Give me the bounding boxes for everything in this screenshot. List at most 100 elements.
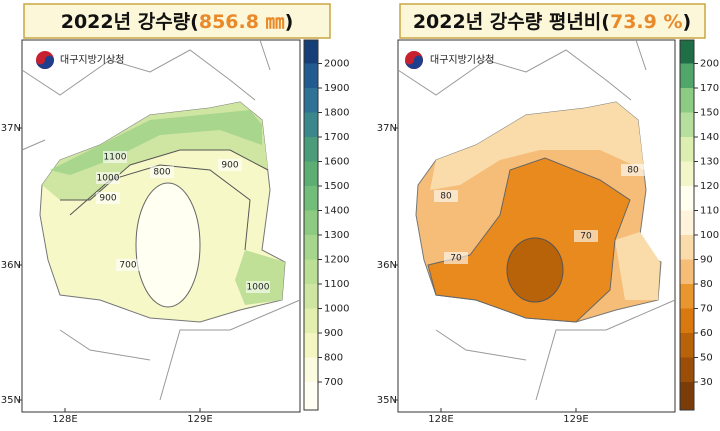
contour-label-bg xyxy=(116,259,140,271)
title-text: ) xyxy=(285,11,294,33)
colorbar-label: 170 xyxy=(700,83,719,94)
contour-label-bg xyxy=(150,166,174,178)
contour-label: 700 xyxy=(119,261,136,271)
colorbar-band xyxy=(304,235,318,260)
title-value: 73.9 % xyxy=(610,11,683,33)
colorbar-band xyxy=(304,357,318,382)
contour-label: 1000 xyxy=(97,174,120,184)
colorbar-band xyxy=(680,259,694,284)
colorbar-label: 50 xyxy=(700,353,713,364)
colorbar-label: 2000 xyxy=(324,59,349,70)
lon-label: 128E xyxy=(428,414,453,425)
colorbar-label: 800 xyxy=(324,353,343,364)
contour-label: 70 xyxy=(580,232,592,242)
colorbar-band xyxy=(304,40,318,64)
logo-text: 대구지방기상청 xyxy=(60,54,124,66)
colorbar-band xyxy=(680,186,694,211)
colorbar-band xyxy=(680,112,694,137)
colorbar-label: 1600 xyxy=(324,157,349,168)
contour-label: 70 xyxy=(450,254,462,264)
colorbar-band xyxy=(680,137,694,162)
contour-label-bg xyxy=(103,151,127,163)
lon-label: 129E xyxy=(563,414,588,425)
left-panel: 2022년 강수량(856.8 ㎜) 대구지방기상청 xyxy=(21,3,331,413)
colorbar-label: 1800 xyxy=(324,108,349,119)
colorbar-label: 140 xyxy=(700,132,719,143)
colorbar-band xyxy=(680,40,694,64)
colorbar-band xyxy=(304,63,318,88)
colorbar-label: 120 xyxy=(700,181,719,192)
colorbar-band xyxy=(304,112,318,137)
contour-label-bg xyxy=(621,164,645,176)
contour-label: 1000 xyxy=(247,283,270,293)
contour-label-bg xyxy=(246,281,270,293)
colorbar-band xyxy=(680,88,694,113)
colorbar-label: 90 xyxy=(700,255,713,266)
contour-band xyxy=(135,182,201,308)
title-text: 2022년 강수량( xyxy=(61,11,199,33)
colorbar-label: 130 xyxy=(700,157,719,168)
contour-band xyxy=(430,102,644,190)
lat-label: 37N xyxy=(1,123,21,134)
colorbar-label: 30 xyxy=(700,377,713,388)
colorbar-band xyxy=(304,88,318,113)
boundary xyxy=(21,39,301,401)
colorbar-frame xyxy=(303,39,319,411)
colorbar-label: 1500 xyxy=(324,181,349,192)
boundary xyxy=(397,39,676,401)
contour-label: 800 xyxy=(153,168,170,178)
colorbar-band xyxy=(680,284,694,309)
colorbar-label: 1000 xyxy=(324,304,349,315)
lat-label: 35N xyxy=(1,395,21,406)
contour-label-bg xyxy=(434,190,458,202)
colorbar-label: 1400 xyxy=(324,206,349,217)
colorbar-frame xyxy=(679,39,695,411)
colorbar-band xyxy=(680,308,694,333)
contour-label: 900 xyxy=(221,161,238,171)
lon-label: 128E xyxy=(52,414,77,425)
colorbar-label: 200 xyxy=(700,59,719,70)
colorbar-label: 80 xyxy=(700,279,713,290)
colorbar-band xyxy=(680,382,694,410)
right-panel: 2022년 강수량 평년비(73.9 %) 대구지방기상청 xyxy=(397,3,706,413)
title: 2022년 강수량 평년비(73.9 %) xyxy=(413,11,691,33)
colorbar-band xyxy=(304,186,318,211)
logo xyxy=(36,55,54,69)
lat-label: 36N xyxy=(377,260,397,271)
lat-label: 35N xyxy=(377,395,397,406)
colorbar-band xyxy=(304,333,318,358)
colorbar-band xyxy=(680,333,694,358)
contour-line xyxy=(60,149,269,251)
lat-label: 36N xyxy=(1,260,21,271)
colorbar-label: 60 xyxy=(700,328,713,339)
title-box xyxy=(23,3,331,39)
colorbar-band xyxy=(680,210,694,235)
colorbar-label: 110 xyxy=(700,206,719,217)
colorbar-label: 1300 xyxy=(324,230,349,241)
title: 2022년 강수량(856.8 ㎜) xyxy=(61,11,294,33)
colorbar-label: 700 xyxy=(324,377,343,388)
contour-label-bg xyxy=(574,230,598,242)
colorbar-band xyxy=(680,161,694,186)
colorbar-label: 1900 xyxy=(324,83,349,94)
contour-label-bg xyxy=(96,172,120,184)
colorbar-band xyxy=(680,63,694,88)
colorbar-band xyxy=(304,259,318,284)
colorbar-band xyxy=(680,357,694,382)
title-box xyxy=(399,3,706,39)
contour-label-bg xyxy=(218,159,242,171)
contour-label: 80 xyxy=(440,192,452,202)
title-text: 2022년 강수량 평년비( xyxy=(413,11,610,33)
colorbar-band xyxy=(304,137,318,162)
colorbar-band xyxy=(304,308,318,333)
title-text: ) xyxy=(683,11,692,33)
lat-label: 37N xyxy=(377,123,397,134)
contour-label-bg xyxy=(96,192,120,204)
colorbar-band xyxy=(304,382,318,410)
colorbar-label: 70 xyxy=(700,304,713,315)
colorbar-label: 100 xyxy=(700,230,719,241)
contour-label: 80 xyxy=(627,166,639,176)
contour-label-bg xyxy=(444,252,468,264)
